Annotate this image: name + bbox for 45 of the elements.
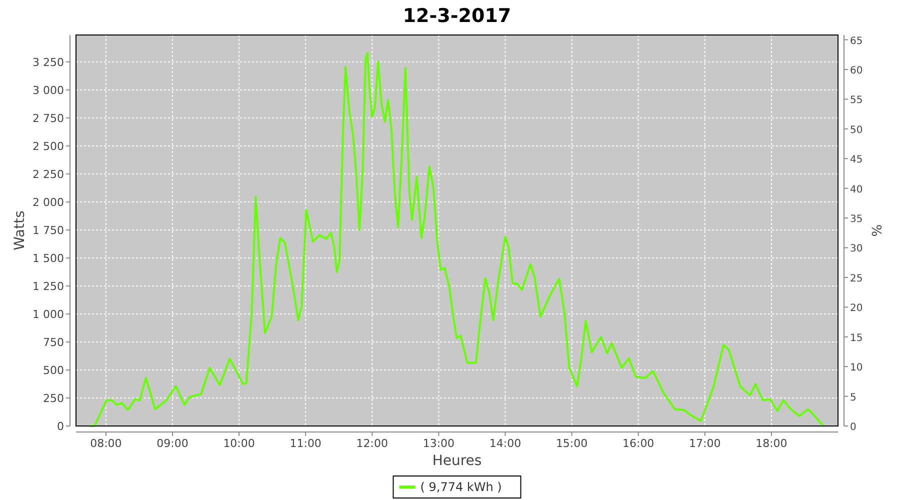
- y2-tick-label: 50: [850, 124, 863, 136]
- y2-tick-label: 45: [850, 154, 863, 166]
- y2-tick-label: 10: [850, 362, 863, 374]
- y-tick-label: 1 750: [32, 224, 64, 237]
- y-tick-label: 1 000: [32, 308, 64, 321]
- y-tick-label: 2 750: [32, 112, 64, 125]
- x-tick-label: 13:00: [422, 437, 455, 450]
- y-tick-label: 250: [43, 392, 64, 405]
- x-tick-label: 11:00: [290, 437, 322, 450]
- y-tick-label: 500: [43, 364, 64, 377]
- y2-tick-label: 55: [850, 95, 863, 106]
- y-tick-label: 3 000: [32, 84, 64, 97]
- y2-tick-label: 30: [850, 244, 863, 255]
- x-tick-label: 12:00: [356, 437, 388, 450]
- y-tick-label: 2 500: [32, 140, 64, 153]
- x-tick-label: 08:00: [90, 437, 122, 450]
- x-tick-label: 09:00: [156, 437, 188, 450]
- y-axis-title: Watts: [12, 210, 28, 250]
- chart-title: 12-3-2017: [402, 5, 512, 27]
- y-tick-label: 2 250: [32, 168, 64, 181]
- y2-tick-label: 15: [850, 332, 863, 344]
- y2-tick-label: 60: [850, 65, 863, 76]
- line-series: [88, 52, 824, 427]
- x-tick-label: 14:00: [489, 437, 522, 450]
- y2-tick-label: 25: [850, 273, 863, 284]
- y-tick-label: 1 250: [32, 280, 64, 293]
- y2-tick-label: 35: [850, 214, 863, 226]
- y-tick-label: 0: [57, 420, 64, 433]
- x-axis-title: Heures: [432, 453, 482, 469]
- y2-tick-label: 65: [850, 36, 863, 47]
- y2-tick-label: 40: [850, 184, 863, 196]
- y2-tick-label: 20: [850, 303, 863, 314]
- y2-axis-title: %: [868, 224, 883, 237]
- x-tick-label: 10:00: [223, 437, 255, 450]
- legend-label: ( 9,774 kWh ): [420, 480, 502, 494]
- y2-tick-label: 0: [850, 422, 856, 433]
- x-tick-label: 15:00: [556, 437, 588, 450]
- y-tick-label: 2 000: [32, 196, 64, 209]
- x-tick-label: 16:00: [622, 437, 654, 450]
- y-tick-label: 750: [43, 336, 64, 349]
- x-tick-label: 17:00: [689, 437, 721, 450]
- x-tick-label: 18:00: [756, 437, 788, 450]
- y-tick-label: 1 500: [32, 252, 64, 265]
- y2-tick-label: 5: [850, 392, 856, 404]
- y-tick-label: 3 250: [32, 56, 64, 69]
